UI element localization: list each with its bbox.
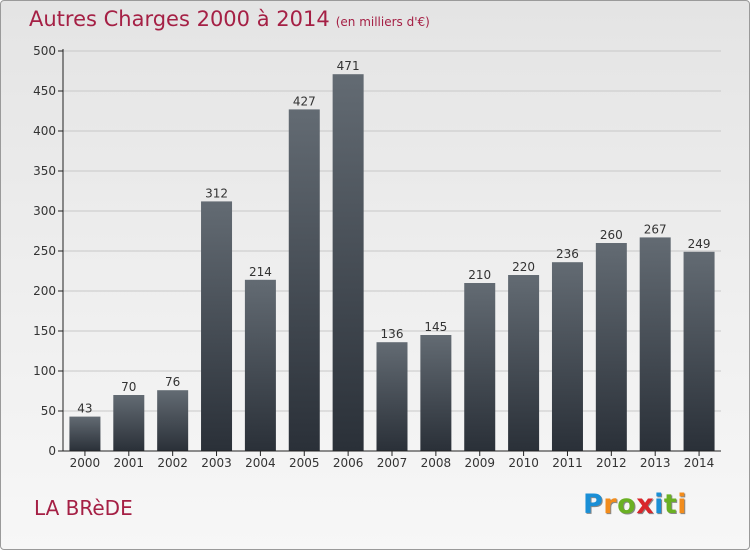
- x-tick-label: 2011: [552, 456, 583, 470]
- x-tick-label: 2014: [684, 456, 715, 470]
- chart-title-text: Autres Charges 2000 à 2014: [29, 7, 330, 31]
- bar-2014: [683, 251, 715, 451]
- data-label: 136: [381, 327, 404, 341]
- x-tick-label: 2005: [289, 456, 320, 470]
- bar-2010: [508, 275, 540, 451]
- y-tick-label: 500: [33, 44, 56, 58]
- y-tick-label: 350: [33, 164, 56, 178]
- bar-2005: [288, 109, 320, 452]
- x-tick-label: 2001: [114, 456, 145, 470]
- x-tick-label: 2006: [333, 456, 364, 470]
- x-tick-label: 2004: [245, 456, 276, 470]
- y-tick-label: 0: [48, 444, 56, 458]
- x-tick-label: 2009: [464, 456, 495, 470]
- bar-2008: [420, 335, 452, 451]
- bar-2000: [69, 416, 101, 451]
- bar-2012: [595, 243, 627, 451]
- data-label: 267: [644, 222, 667, 236]
- bar-2002: [157, 390, 189, 451]
- bar-2007: [376, 342, 408, 451]
- x-tick-label: 2010: [508, 456, 539, 470]
- bar-2004: [244, 279, 276, 451]
- y-tick-label: 200: [33, 284, 56, 298]
- y-tick-label: 50: [41, 404, 56, 418]
- x-tick-label: 2002: [157, 456, 188, 470]
- x-tick-label: 2012: [596, 456, 627, 470]
- bar-2006: [332, 74, 364, 451]
- y-tick-label: 400: [33, 124, 56, 138]
- data-label: 427: [293, 94, 316, 108]
- bar-2001: [113, 395, 145, 451]
- y-tick-label: 250: [33, 244, 56, 258]
- bar-2009: [464, 283, 496, 451]
- y-tick-label: 300: [33, 204, 56, 218]
- data-label: 471: [337, 59, 360, 73]
- data-label: 76: [165, 375, 180, 389]
- logo-letter: r: [603, 489, 618, 520]
- bar-2011: [551, 262, 583, 451]
- logo-letter: P: [583, 489, 604, 520]
- logo-letter: o: [617, 489, 637, 520]
- labels: 0 50 100 150 200 250 300 350 400 450 500 43 2000 70 20…: [33, 44, 714, 470]
- axes: [58, 49, 721, 456]
- data-label: 236: [556, 247, 579, 261]
- x-tick-label: 2013: [640, 456, 671, 470]
- y-tick-label: 100: [33, 364, 56, 378]
- data-label: 43: [77, 402, 92, 416]
- chart-subtitle: (en milliers d'€): [335, 15, 430, 29]
- x-tick-label: 2007: [377, 456, 408, 470]
- logo-letter: x: [636, 489, 655, 520]
- data-label: 210: [468, 268, 491, 282]
- data-label: 260: [600, 228, 623, 242]
- data-label: 214: [249, 265, 272, 279]
- logo-letter: t: [663, 489, 678, 520]
- logo-letter: i: [677, 489, 688, 520]
- x-tick-label: 2003: [201, 456, 232, 470]
- x-tick-label: 2008: [421, 456, 452, 470]
- proxiti-logo[interactable]: Proxiti: [583, 489, 687, 520]
- logo-letter: i: [654, 489, 664, 520]
- y-tick-label: 150: [33, 324, 56, 338]
- location-label: LA BRèDE: [34, 496, 133, 520]
- bars: [69, 74, 715, 452]
- data-label: 70: [121, 380, 136, 394]
- y-tick-label: 450: [33, 84, 56, 98]
- bar-2013: [639, 237, 671, 451]
- x-tick-label: 2000: [70, 456, 101, 470]
- bar-2003: [201, 201, 233, 451]
- data-label: 145: [424, 320, 447, 334]
- chart-title: Autres Charges 2000 à 2014 (en milliers d…: [29, 7, 430, 31]
- data-label: 249: [688, 237, 711, 251]
- data-label: 220: [512, 260, 535, 274]
- data-label: 312: [205, 186, 228, 200]
